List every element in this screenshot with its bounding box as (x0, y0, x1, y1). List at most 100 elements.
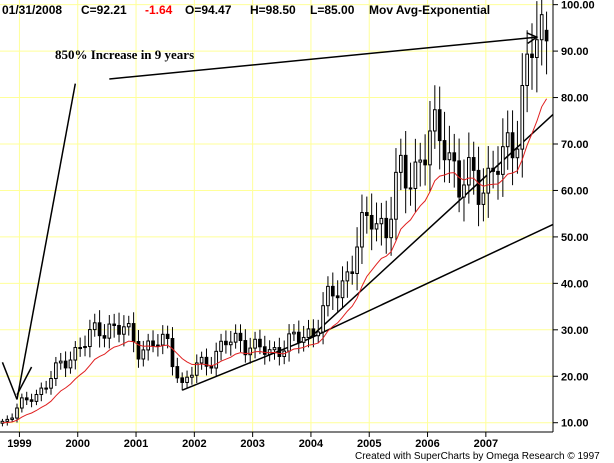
arrow-head (526, 32, 539, 44)
candle-body (306, 328, 311, 338)
x-tick-label: 2005 (357, 438, 381, 450)
candle-body (5, 418, 10, 422)
candle-body (68, 359, 73, 369)
candle-body (437, 109, 442, 142)
candle-body (262, 346, 267, 355)
candle-body (267, 349, 272, 355)
candle-body (175, 366, 180, 379)
candle-body (462, 184, 466, 198)
x-tick-label: 1999 (7, 438, 31, 450)
candle-body (292, 331, 296, 335)
candle-body (126, 323, 131, 328)
x-tick-label: 2004 (299, 438, 324, 450)
candle-body (394, 171, 398, 220)
candle-body (520, 85, 525, 150)
axis-panel (553, 0, 614, 463)
candle-body (379, 217, 384, 225)
y-tick-label: 40.00 (561, 278, 589, 290)
candle-body (54, 362, 58, 380)
candle-body (398, 154, 403, 173)
candle-body (321, 305, 325, 333)
gridlines (0, 0, 553, 432)
trendline (308, 222, 557, 340)
candle-body (165, 333, 170, 340)
candle-body (24, 397, 29, 401)
candle-body (364, 212, 369, 216)
y-tick-label: 80.00 (561, 93, 589, 105)
candle-body (63, 360, 68, 369)
x-tick-label: 2001 (124, 438, 148, 450)
candle-body (428, 130, 432, 166)
trendlines (1, 83, 557, 400)
candle-body (238, 332, 243, 342)
candle-body (287, 333, 291, 352)
candle-body (389, 218, 393, 239)
x-tick-label: 2007 (474, 438, 498, 450)
header-open: O=94.47 (185, 3, 232, 17)
candle-body (170, 338, 175, 368)
header-high: H=98.50 (250, 3, 296, 17)
x-tick-label: 2003 (240, 438, 264, 450)
candle-body (515, 148, 520, 159)
candle-body (355, 246, 359, 274)
candle-body (413, 161, 418, 189)
candle-body (136, 341, 141, 360)
candle-body (214, 350, 219, 369)
candle-body (73, 347, 78, 361)
candle-body (10, 417, 14, 420)
candle-body (97, 322, 102, 337)
candle-body (180, 377, 185, 383)
candle-body (408, 187, 413, 190)
candle-body (248, 347, 253, 356)
candle-body (88, 329, 92, 348)
candle-body (447, 152, 452, 161)
header-change: -1.64 (145, 3, 173, 17)
increase-arrow (109, 32, 539, 80)
candle-body (350, 271, 355, 274)
moving-average-line (2, 98, 548, 424)
candle-body (539, 14, 544, 41)
candle-body (58, 360, 63, 364)
trendline (308, 110, 557, 340)
candle-body (476, 169, 481, 205)
candle-body (360, 212, 364, 248)
arrow-shaft (109, 36, 537, 80)
y-tick-label: 100.00 (561, 0, 595, 12)
y-axis-ticks: 10.00 20.00 30.00 40.00 50.00 60.00 70.00 80.00… (553, 0, 595, 430)
moving-average-path (2, 98, 548, 424)
candle-body (160, 333, 165, 346)
candle-body (209, 365, 214, 369)
candle-body (535, 39, 539, 59)
candle-body (432, 109, 437, 132)
header-close: C=92.21 (81, 3, 127, 17)
candle-body (530, 53, 534, 59)
candle-body (258, 338, 262, 348)
candle-body (403, 154, 408, 189)
candle-body (199, 356, 204, 364)
candle-body (185, 376, 189, 383)
candle-body (102, 335, 107, 339)
header-indicator: Mov Avg-Exponential (369, 3, 490, 17)
candle-body (340, 280, 345, 299)
x-tick-label: 2006 (415, 438, 439, 450)
candle-body (146, 340, 151, 351)
candle-body (418, 159, 423, 163)
candle-body (194, 362, 199, 376)
credit-text: Created with SuperCharts by Omega Resear… (355, 451, 600, 462)
candle-body (457, 160, 461, 198)
candle-body (467, 157, 471, 186)
candle-body (296, 331, 301, 343)
candle-body (491, 167, 495, 172)
y-tick-label: 30.00 (561, 325, 589, 337)
candlesticks (0, 0, 549, 427)
candle-body (384, 217, 389, 239)
y-tick-label: 50.00 (561, 232, 589, 244)
candle-body (224, 340, 228, 346)
candle-body (219, 340, 223, 352)
candle-body (131, 323, 136, 343)
y-tick-label: 70.00 (561, 139, 589, 151)
candle-body (501, 146, 505, 175)
candle-body (335, 295, 340, 299)
x-tick-label: 2002 (182, 438, 206, 450)
